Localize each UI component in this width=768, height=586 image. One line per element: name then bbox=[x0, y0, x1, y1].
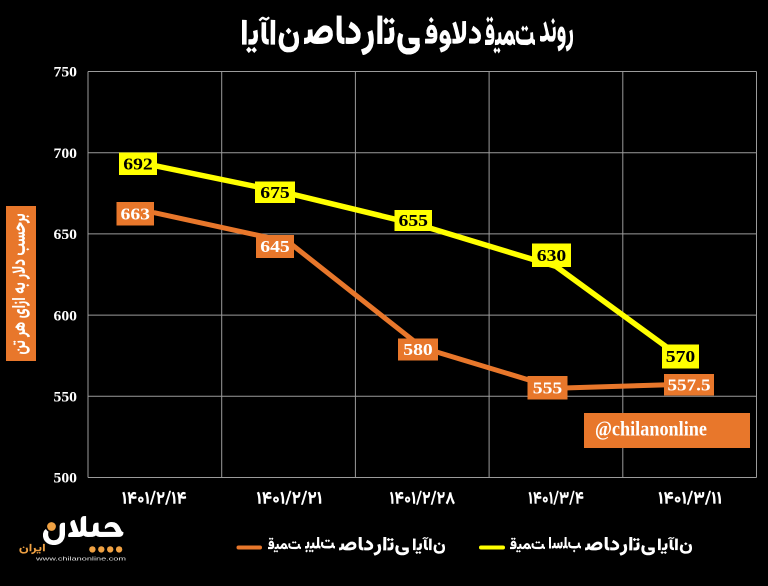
svg-text:750: 750 bbox=[54, 65, 78, 81]
svg-text:645: 645 bbox=[260, 237, 290, 256]
svg-text:692: 692 bbox=[123, 154, 153, 173]
svg-text:570: 570 bbox=[666, 347, 696, 366]
svg-text:www.chilanonline.com: www.chilanonline.com bbox=[36, 556, 126, 562]
svg-text:675: 675 bbox=[260, 183, 290, 202]
svg-text:655: 655 bbox=[399, 211, 429, 230]
svg-text:663: 663 bbox=[121, 204, 151, 223]
svg-text:630: 630 bbox=[537, 246, 567, 265]
svg-text:650: 650 bbox=[54, 227, 78, 243]
svg-text:555: 555 bbox=[533, 378, 563, 397]
svg-text:@chilanonline: @chilanonline bbox=[595, 417, 707, 441]
svg-text:700: 700 bbox=[54, 146, 78, 162]
svg-text:550: 550 bbox=[54, 390, 78, 406]
svg-text:500: 500 bbox=[54, 471, 78, 487]
svg-text:557.5: 557.5 bbox=[668, 375, 711, 394]
svg-text:580: 580 bbox=[403, 340, 433, 359]
svg-text:600: 600 bbox=[54, 308, 78, 324]
